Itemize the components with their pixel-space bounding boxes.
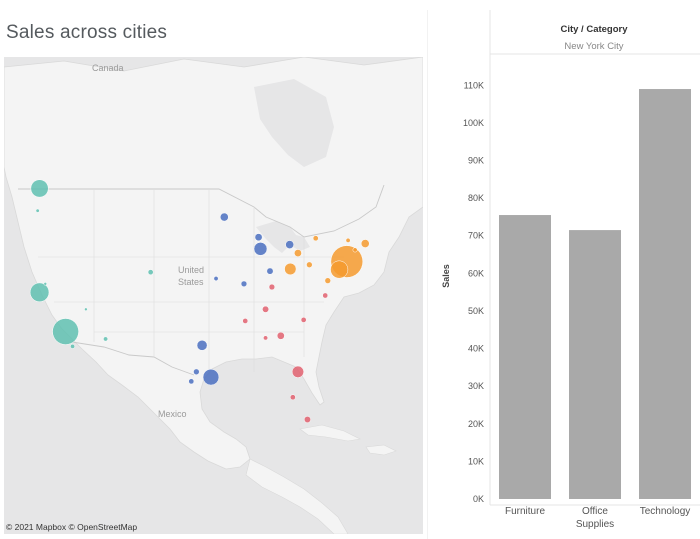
city-mark-east[interactable]	[352, 247, 358, 253]
city-mark-central[interactable]	[188, 378, 195, 385]
city-mark-west[interactable]	[147, 269, 154, 276]
city-mark-south[interactable]	[263, 335, 268, 341]
city-mark-west[interactable]	[43, 282, 47, 286]
city-mark-south[interactable]	[322, 292, 329, 299]
bar-technology[interactable]	[639, 89, 691, 499]
city-mark-south[interactable]	[268, 283, 276, 291]
city-mark-east[interactable]	[324, 277, 331, 284]
city-mark-central[interactable]	[219, 212, 229, 222]
city-mark-south[interactable]	[289, 394, 296, 401]
city-mark-south[interactable]	[276, 331, 285, 340]
x-tick-label: Supplies	[576, 519, 614, 530]
city-mark-central[interactable]	[213, 276, 219, 281]
city-mark-west[interactable]	[103, 336, 109, 342]
city-mark-south[interactable]	[242, 318, 249, 324]
chart-header-subtitle: New York City	[564, 41, 623, 52]
x-axis-ticks: Furniture Office Supplies Technology	[505, 506, 690, 530]
y-tick-label: 0K	[473, 494, 484, 504]
city-mark-east[interactable]	[312, 235, 319, 242]
sales-map[interactable]: Canada United States Mexico	[4, 57, 423, 534]
y-tick-label: 60K	[468, 268, 484, 278]
y-tick-label: 30K	[468, 381, 484, 391]
city-mark-south[interactable]	[304, 416, 311, 423]
x-tick-label: Office	[582, 506, 608, 517]
map-canvas[interactable]: Canada United States Mexico	[4, 57, 423, 534]
city-mark-east[interactable]	[345, 237, 351, 243]
y-tick-label: 40K	[468, 344, 484, 354]
map-label-canada: Canada	[92, 63, 124, 73]
y-tick-label: 10K	[468, 456, 484, 466]
city-mark-central[interactable]	[240, 280, 248, 287]
bar-chart-canvas: City / Category New York City Sales 0K 10…	[427, 10, 700, 539]
city-mark-central[interactable]	[266, 267, 274, 275]
x-tick-label: Technology	[640, 506, 691, 517]
y-tick-label: 100K	[463, 118, 484, 128]
city-mark-east[interactable]	[360, 239, 370, 248]
canada-us-border	[18, 184, 385, 238]
x-tick-label: Furniture	[505, 506, 545, 517]
city-mark-central[interactable]	[254, 233, 263, 242]
map-label-united: United	[178, 265, 204, 275]
state-lines	[38, 189, 344, 375]
city-mark-west[interactable]	[35, 208, 40, 213]
map-copyright: © 2021 Mapbox © OpenStreetMap	[6, 522, 138, 532]
y-tick-label: 50K	[468, 306, 484, 316]
dashboard-title: Sales across cities	[6, 22, 168, 43]
y-tick-label: 90K	[468, 156, 484, 166]
city-mark-east[interactable]	[284, 262, 297, 276]
city-mark-west[interactable]	[52, 318, 79, 345]
bar-furniture[interactable]	[499, 215, 551, 499]
city-mark-central[interactable]	[202, 368, 220, 386]
city-mark-central[interactable]	[193, 368, 200, 375]
y-tick-label: 110K	[464, 80, 484, 90]
city-mark-central[interactable]	[253, 242, 268, 256]
hispaniola	[365, 444, 397, 456]
y-axis-ticks: 0K 10K 20K 30K 40K 50K 60K 70K 80K 90K 100K 110K	[463, 80, 484, 504]
bar-office-supplies[interactable]	[569, 230, 621, 499]
city-mark-east[interactable]	[330, 260, 349, 279]
city-mark-south[interactable]	[291, 365, 304, 378]
great-lakes	[256, 221, 310, 253]
y-tick-label: 20K	[468, 419, 484, 429]
map-label-mexico: Mexico	[158, 409, 187, 419]
city-mark-south[interactable]	[262, 305, 269, 313]
cuba	[299, 424, 361, 442]
city-mark-west[interactable]	[30, 179, 49, 198]
map-label-states: States	[178, 277, 204, 287]
city-mark-east[interactable]	[294, 249, 302, 257]
city-mark-west[interactable]	[29, 282, 50, 302]
y-axis-label: Sales	[441, 264, 451, 288]
hudson-bay	[254, 79, 334, 167]
map-marks-layer	[29, 179, 370, 423]
us-mexico-border	[71, 341, 195, 376]
gulf-of-mexico	[204, 369, 296, 429]
y-tick-label: 80K	[468, 193, 484, 203]
city-mark-central[interactable]	[196, 339, 208, 351]
bar-chart: City / Category New York City Sales 0K 10…	[427, 10, 700, 539]
chart-header-title: City / Category	[560, 24, 628, 35]
city-mark-east[interactable]	[306, 261, 313, 268]
city-mark-west[interactable]	[70, 343, 75, 349]
city-mark-west[interactable]	[84, 307, 88, 311]
y-tick-label: 70K	[468, 231, 484, 241]
city-mark-central[interactable]	[285, 240, 294, 249]
central-america	[245, 458, 349, 534]
bars-layer	[499, 89, 691, 499]
city-mark-south[interactable]	[300, 317, 307, 323]
